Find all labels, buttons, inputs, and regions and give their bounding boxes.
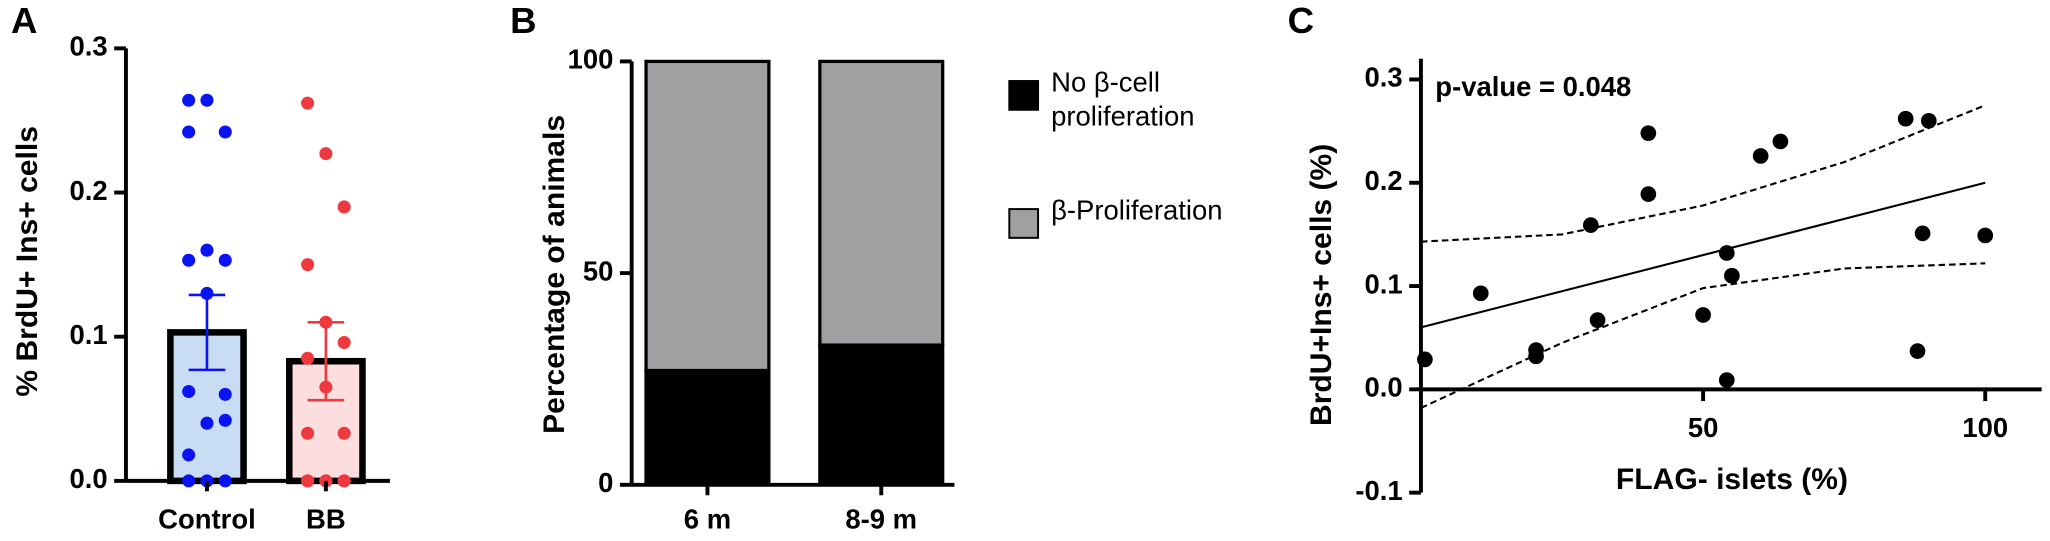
data-point [1914, 225, 1931, 242]
x-tick-label: 8-9 m [845, 504, 917, 535]
data-point [1977, 227, 1994, 244]
panel-label: C [1288, 0, 1314, 41]
data-point [337, 426, 351, 440]
y-tick-label: 0.2 [1364, 165, 1402, 196]
data-point [1909, 343, 1926, 359]
y-tick-label: 0.1 [69, 319, 107, 350]
regression-line [1420, 181, 1986, 329]
data-point [200, 243, 214, 257]
legend-swatch [1008, 208, 1040, 239]
data-point [301, 258, 315, 272]
data-point [182, 384, 196, 399]
y-axis-label: Percentage of animals [538, 115, 571, 434]
legend-swatch [1008, 80, 1040, 111]
data-point [337, 200, 351, 214]
data-point [1695, 307, 1711, 323]
data-point [218, 253, 232, 267]
data-point [200, 286, 214, 300]
data-point [337, 474, 351, 488]
confidence-band [1420, 262, 1986, 409]
data-point [218, 125, 232, 139]
y-tick-label: 0.0 [69, 463, 107, 494]
legend-entry: No β-cell proliferation [1051, 67, 1195, 132]
confidence-band [1420, 104, 1986, 243]
x-tick-label: 6 m [684, 504, 731, 535]
bar-segment [818, 59, 945, 347]
data-point [1640, 186, 1657, 202]
x-tick-label: BB [306, 504, 346, 535]
data-point [200, 416, 214, 430]
y-tick-label: 0.3 [69, 31, 107, 62]
data-point [1582, 217, 1599, 233]
data-point [218, 413, 232, 427]
y-tick-label: 100 [568, 44, 614, 75]
data-point [301, 426, 315, 440]
data-point [1640, 125, 1657, 142]
data-point [1897, 110, 1914, 127]
panel-label: A [11, 0, 37, 41]
data-point [1920, 112, 1937, 129]
x-tick-label: Control [158, 504, 256, 535]
legend-label: β-Proliferation [1051, 196, 1223, 227]
y-tick-label: 0 [598, 467, 613, 498]
bar-segment [644, 59, 771, 373]
data-point [1718, 372, 1735, 388]
data-point [1417, 351, 1433, 368]
data-point [1718, 245, 1735, 261]
data-point [218, 474, 232, 488]
data-point [182, 253, 196, 267]
data-point [319, 380, 333, 394]
data-point [182, 474, 196, 488]
x-tick-label: 50 [1688, 412, 1719, 443]
legend-label: No β-cell proliferation [1051, 67, 1195, 132]
data-point [1589, 312, 1606, 328]
data-point [301, 474, 315, 488]
data-point [182, 125, 196, 139]
y-axis-label: % BrdU+ Ins+ cells [11, 126, 44, 397]
panel-label: B [510, 0, 536, 41]
legend-entry: β-Proliferation [1051, 196, 1223, 227]
x-tick-label: 100 [1962, 412, 2008, 443]
data-point [1472, 285, 1489, 302]
bar-segment [818, 343, 945, 487]
data-point [1772, 133, 1789, 150]
data-point [200, 93, 214, 107]
bar-segment [644, 368, 771, 487]
data-point [301, 96, 315, 110]
data-point [182, 93, 196, 107]
data-point [337, 335, 351, 350]
data-point [218, 387, 232, 401]
y-tick-label: 0.0 [1364, 372, 1402, 403]
data-point [301, 351, 315, 365]
y-tick-label: -0.1 [1355, 475, 1402, 506]
y-tick-label: 0.1 [1364, 268, 1402, 299]
data-point [1528, 348, 1544, 365]
y-tick-label: 50 [583, 255, 614, 286]
data-point [319, 147, 333, 161]
data-point [182, 448, 196, 462]
data-point [1724, 267, 1740, 284]
y-axis-label: BrdU+Ins+ cells (%) [1305, 144, 1338, 426]
x-axis-label: FLAG- islets (%) [1616, 463, 1848, 496]
y-tick-label: 0.3 [1364, 62, 1402, 93]
data-point [319, 315, 333, 329]
data-point [1752, 148, 1769, 164]
annotation: p-value = 0.048 [1435, 71, 1631, 102]
y-tick-label: 0.2 [69, 175, 107, 206]
